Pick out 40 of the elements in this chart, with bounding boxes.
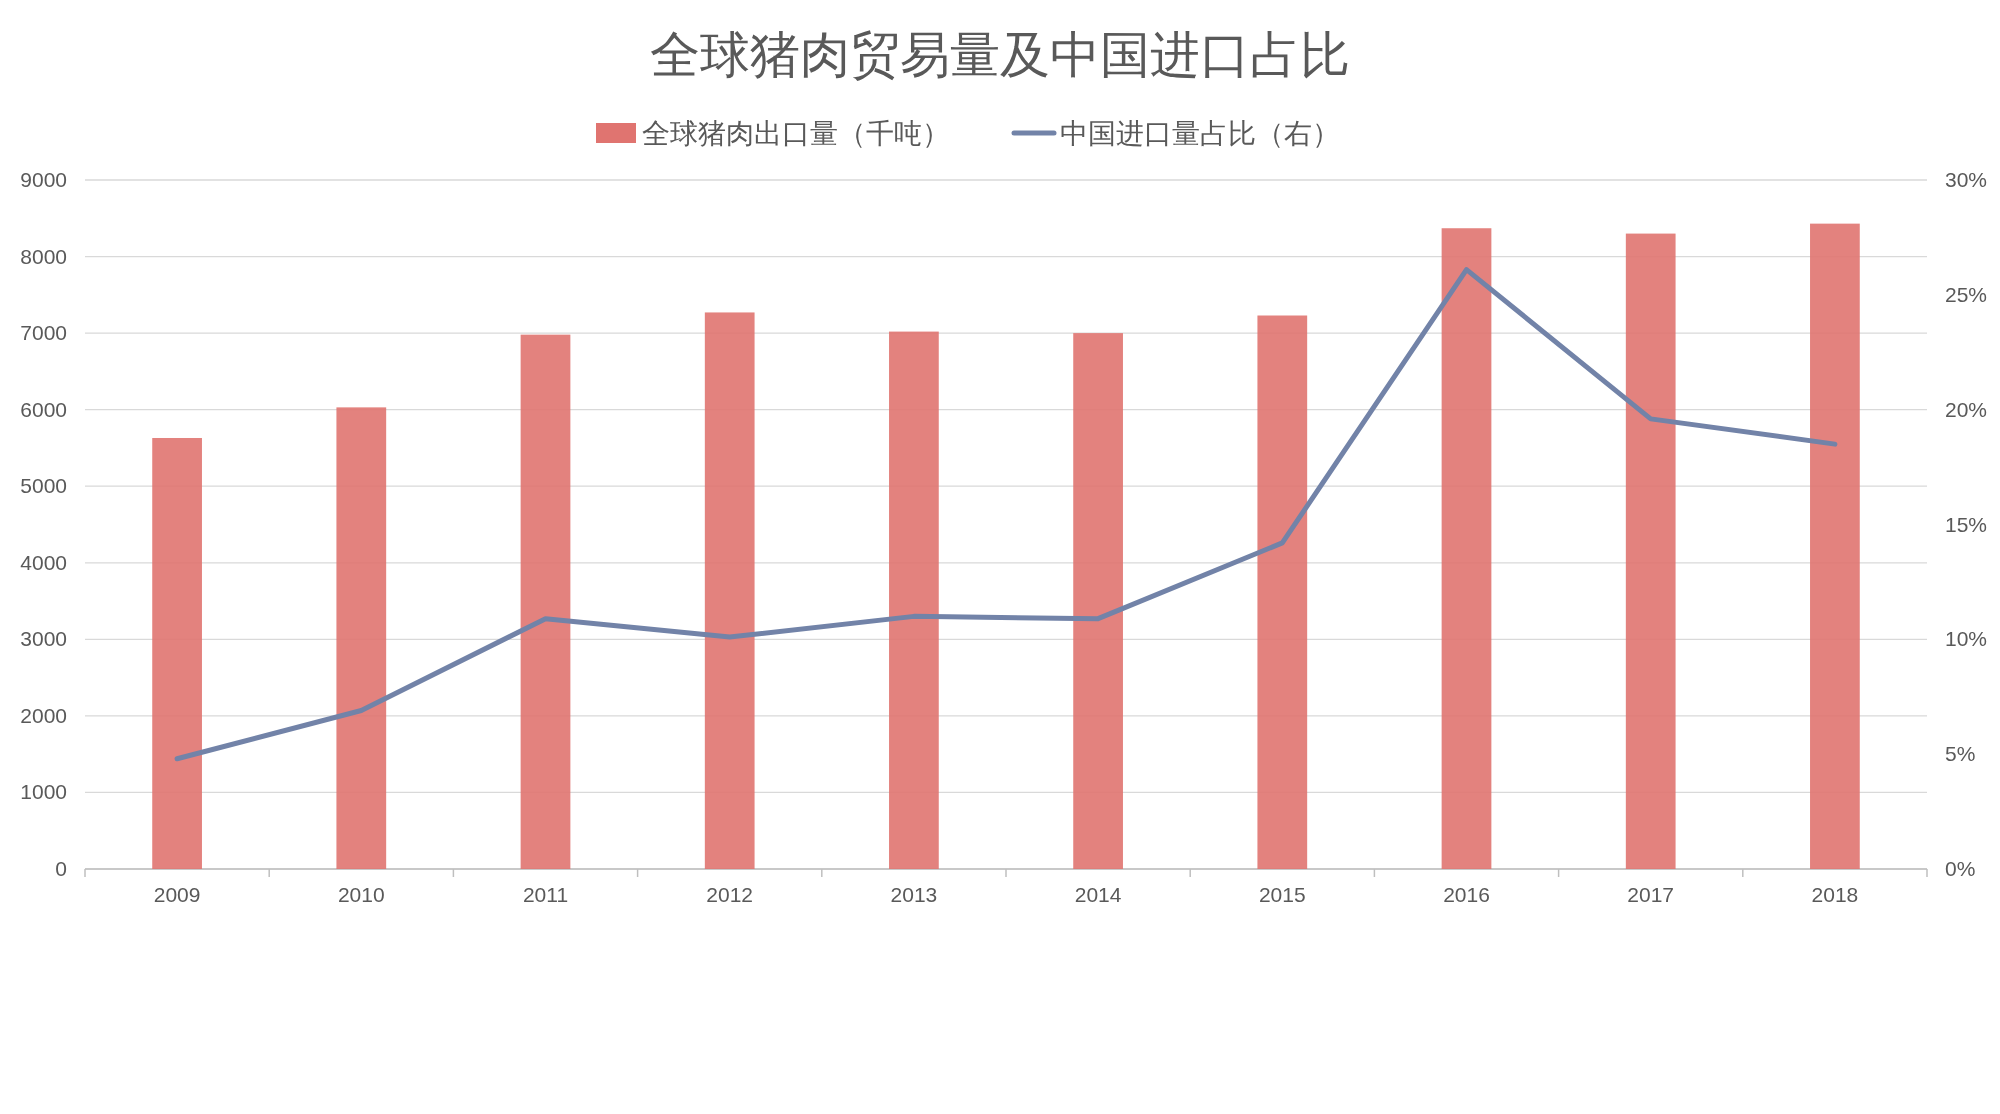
y2-tick-label: 5% (1945, 742, 1976, 766)
x-tick-label: 2010 (337, 883, 385, 906)
y-tick-label: 8000 (20, 244, 67, 268)
bar (889, 331, 939, 869)
y-tick-label: 9000 (20, 168, 67, 191)
y2-tick-label: 25% (1945, 282, 1988, 306)
x-tick-label: 2012 (706, 883, 754, 906)
bar (1073, 333, 1123, 869)
y-tick-label: 4000 (20, 550, 67, 574)
y-tick-label: 6000 (20, 397, 67, 421)
bar (520, 334, 571, 869)
bar (1441, 228, 1492, 869)
bar (152, 437, 202, 869)
y-tick-label: 7000 (20, 321, 67, 345)
y2-tick-label: 0% (1945, 857, 1976, 880)
bar (704, 312, 755, 869)
y-tick-label: 0 (55, 857, 67, 880)
legend-label: 中国进口量占比（右） (1060, 118, 1340, 149)
x-tick-label: 2013 (890, 883, 938, 906)
x-tick-label: 2016 (1443, 883, 1490, 906)
bar (1257, 315, 1308, 869)
y-tick-label: 5000 (20, 474, 67, 498)
y2-tick-label: 20% (1945, 397, 1988, 421)
y-tick-label: 3000 (20, 627, 67, 651)
x-tick-label: 2014 (1074, 883, 1122, 906)
y-tick-label: 1000 (20, 780, 67, 804)
y2-tick-label: 30% (1945, 168, 1988, 191)
y-tick-label: 2000 (20, 703, 67, 727)
bar (336, 407, 387, 869)
x-tick-label: 2017 (1627, 883, 1675, 906)
x-tick-label: 2009 (153, 883, 201, 906)
y2-tick-label: 10% (1945, 627, 1988, 651)
chart-title: 全球猪肉贸易量及中国进口占比 (650, 27, 1350, 83)
bar (1625, 233, 1676, 869)
legend-label: 全球猪肉出口量（千吨） (642, 118, 950, 149)
x-tick-label: 2015 (1258, 883, 1306, 906)
y2-tick-label: 15% (1945, 512, 1988, 536)
x-tick-label: 2011 (522, 883, 569, 906)
x-tick-label: 2018 (1811, 883, 1859, 906)
bar (1810, 223, 1860, 869)
